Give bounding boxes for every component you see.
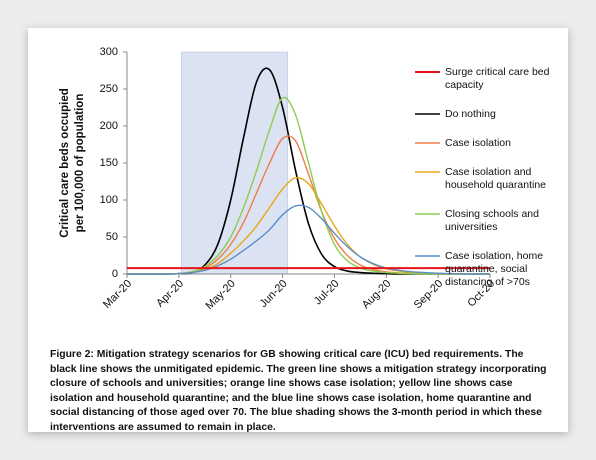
legend-label: Case isolation, home quarantine, social di… [445, 250, 543, 288]
legend-label-line: Closing schools and [445, 208, 539, 220]
legend-label-line: Surge critical care bed [445, 66, 550, 78]
y-axis-label-line: Critical care beds occupied [59, 88, 71, 238]
x-tick-label: Jun-20 [257, 278, 289, 310]
intervention-shade [181, 51, 289, 275]
x-tick-label: Aug-20 [360, 278, 394, 312]
legend-label: Closing schools and universities [445, 208, 539, 233]
legend-label-line: Case isolation and [445, 166, 532, 178]
y-tick-label: 250 [100, 83, 118, 95]
y-axis-label: Critical care beds occupied per 100,000 o… [59, 88, 86, 238]
x-tick-label: May-20 [203, 278, 237, 312]
card [28, 28, 568, 432]
x-tick-label: Jul-20 [312, 278, 342, 308]
y-tick-label: 200 [100, 120, 118, 132]
y-tick-label: 100 [100, 194, 118, 206]
legend-label: Case isolation and household quarantine [445, 166, 546, 191]
legend-label-line: Case isolation, home [445, 250, 543, 262]
legend-label: Surge critical care bed capacity [445, 66, 550, 91]
legend-label-line: capacity [445, 79, 484, 91]
legend-label-line: household quarantine [445, 179, 546, 191]
y-tick-label: 0 [112, 268, 118, 280]
x-tick-label: Apr-20 [154, 278, 186, 310]
y-tick-label: 300 [100, 46, 118, 58]
y-axis-label-line: per 100,000 of population [74, 94, 86, 233]
legend-label-line: distancing of >70s [445, 276, 530, 288]
series-line [126, 204, 490, 275]
caption: Figure 2: Mitigation strategy scenarios … [50, 349, 547, 433]
x-tick-label: Mar-20 [101, 278, 134, 311]
legend-label-line: universities [445, 221, 498, 233]
y-tick-label: 150 [100, 157, 118, 169]
legend-label-line: quarantine, social [445, 263, 527, 275]
y-tick-label: 50 [106, 231, 118, 243]
legend-label: Do nothing [445, 108, 496, 120]
x-tick-label: Sep-20 [412, 278, 446, 312]
legend-label: Case isolation [445, 137, 511, 149]
